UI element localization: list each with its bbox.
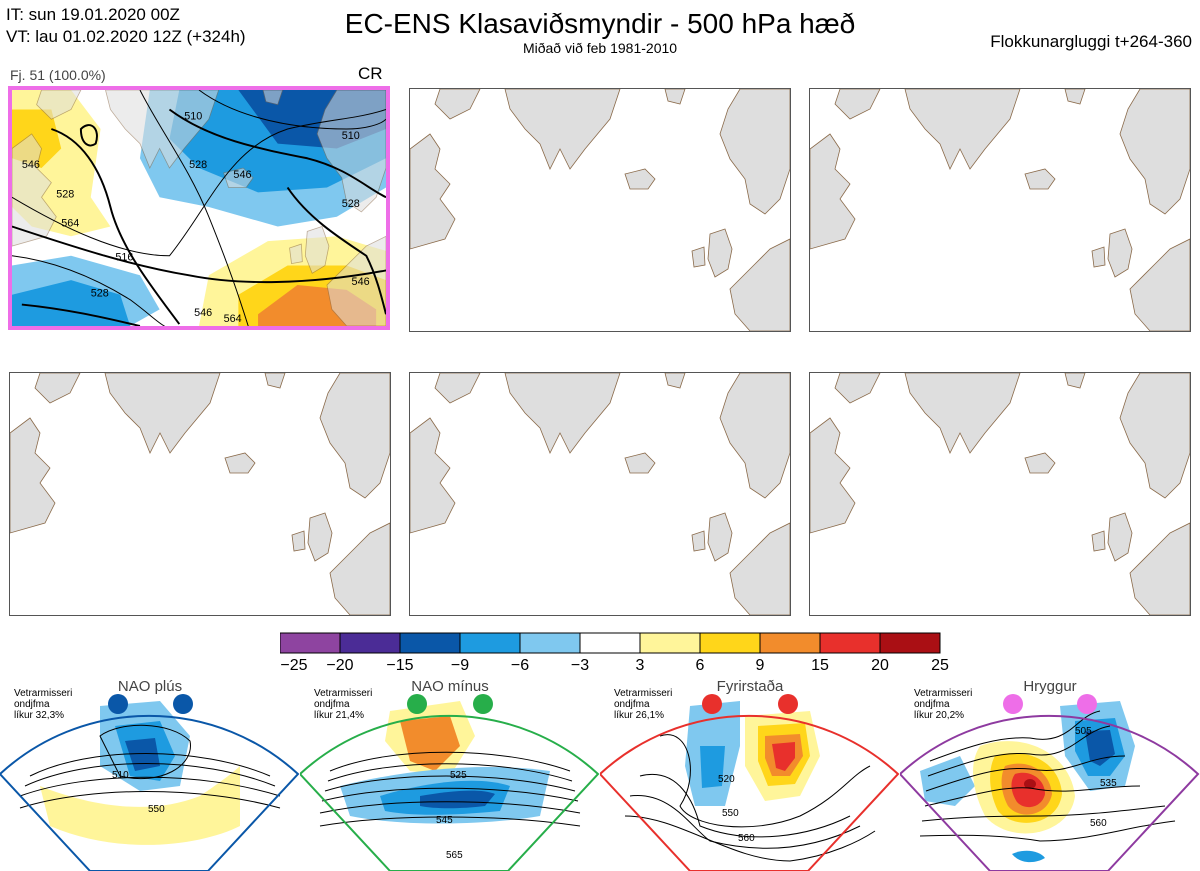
colorbar-swatch (759, 632, 821, 654)
colorbar-tick-label: 15 (811, 657, 829, 674)
contour-label: 528 (342, 198, 360, 210)
colorbar-tick-label: −20 (326, 657, 353, 674)
contour-label: 546 (22, 159, 40, 171)
contour-label: 510 (342, 130, 360, 142)
cluster-map-panel-5[interactable] (409, 372, 791, 616)
regime-probability: Vetrarmisseri ondjfma líkur 20,2% (914, 688, 973, 721)
colorbar-swatch (579, 632, 641, 654)
colorbar-tick-label: −3 (571, 657, 589, 674)
colorbar-swatch (819, 632, 881, 654)
regime-contour-label: 560 (1090, 818, 1107, 829)
colorbar-swatch (879, 632, 941, 654)
regime-contour-label: 520 (718, 774, 735, 785)
regime-panel-blocking: 520 550 560 Fyrirstaða Vetrarmisseri ondj… (600, 676, 900, 871)
regime-title: NAO mínus (411, 678, 489, 695)
regime-probability: Vetrarmisseri ondjfma líkur 26,1% (614, 688, 673, 721)
regime-contour-label: 535 (1100, 778, 1117, 789)
cluster-map-6 (810, 373, 1190, 615)
page-title: EC-ENS Klasaviðsmyndir - 500 hPa hæð (344, 8, 856, 39)
regime-contour-label: 510 (112, 770, 129, 781)
colorbar-tick-label: 9 (756, 657, 765, 674)
init-time: IT: sun 19.01.2020 00Z (6, 5, 180, 24)
colorbar: −25 −20 −15 −9 −6 −3 3 6 9 15 20 25 (280, 632, 949, 674)
regime-panel-ridge: 505 535 560 Hryggur Vetrarmisseri ondjfma… (900, 676, 1200, 871)
colorbar-swatch (339, 632, 401, 654)
colorbar-tick-label: −25 (280, 657, 307, 674)
regime-contour-label: 565 (446, 850, 463, 861)
regime-contour-label: 505 (1075, 726, 1092, 737)
colorbar-tick-label: 3 (636, 657, 645, 674)
regime-contour-label: 550 (722, 808, 739, 819)
cluster-map-panel-3[interactable] (809, 88, 1191, 332)
colorbar-swatch (699, 632, 761, 654)
contour-label: 564 (224, 313, 242, 325)
colorbar-tick-label: 25 (931, 657, 949, 674)
valid-time: VT: lau 01.02.2020 12Z (+324h) (6, 27, 246, 46)
cluster-map-panel-2[interactable] (409, 88, 791, 332)
regime-dot (108, 694, 128, 714)
regime-contour-label: 545 (436, 815, 453, 826)
contour-label: 516 (115, 252, 133, 264)
regime-dot (778, 694, 798, 714)
contour-label: 510 (184, 110, 202, 122)
regime-dot (1077, 694, 1097, 714)
cluster-map-panel-4[interactable] (9, 372, 391, 616)
contour-label: 528 (91, 288, 109, 300)
regime-panel-nao-plus: 510 550 NAO plús Vetrarmisseri ondjfma lík… (0, 676, 300, 871)
cluster-map-4 (10, 373, 390, 615)
regime-dot (473, 694, 493, 714)
colorbar-swatch (459, 632, 521, 654)
cluster-map-1: 510 510 528 528 546 528 546 564 516 546 … (12, 90, 386, 326)
cluster-map-2 (410, 89, 790, 331)
regime-title: Hryggur (1023, 678, 1077, 695)
regime-contour-label: 550 (148, 804, 165, 815)
regime-title: Fyrirstaða (716, 678, 784, 695)
regime-panel-nao-minus: 525 545 565 NAO mínus Vetrarmisseri ondjf… (300, 676, 600, 871)
contour-label: 528 (189, 159, 207, 171)
contour-label: 546 (194, 307, 212, 319)
contour-label: 546 (352, 276, 370, 288)
regime-contour-label: 560 (738, 833, 755, 844)
regime-dot (407, 694, 427, 714)
contour-label: 528 (56, 188, 74, 200)
cluster-map-3 (810, 89, 1190, 331)
colorbar-tick-label: −9 (451, 657, 469, 674)
header-times: IT: sun 19.01.2020 00Z VT: lau 01.02.202… (6, 4, 246, 48)
regime-title: NAO plús (117, 678, 183, 695)
colorbar-swatch (399, 632, 461, 654)
colorbar-swatch (639, 632, 701, 654)
colorbar-swatch (280, 632, 341, 654)
regime-dot (1003, 694, 1023, 714)
regime-probability: Vetrarmisseri ondjfma líkur 32,3% (14, 688, 73, 721)
regime-contour-label: 525 (450, 770, 467, 781)
cluster-map-panel-1[interactable]: 510 510 528 528 546 528 546 564 516 546 … (8, 86, 390, 330)
cluster-label: Fj. 51 (100.0%) (10, 67, 106, 83)
colorbar-tick-label: −15 (386, 657, 413, 674)
contour-label: 564 (61, 218, 79, 230)
cluster-map-5 (410, 373, 790, 615)
colorbar-swatch (519, 632, 581, 654)
window-label: Flokkunargluggi t+264-360 (990, 32, 1192, 51)
cluster-regime-label: CR (358, 64, 383, 83)
page-subtitle: Miðað við feb 1981-2010 (522, 40, 678, 56)
colorbar-tick-label: −6 (511, 657, 529, 674)
cluster-map-panel-6[interactable] (809, 372, 1191, 616)
colorbar-tick-label: 20 (871, 657, 889, 674)
regime-probability: Vetrarmisseri ondjfma líkur 21,4% (314, 688, 373, 721)
colorbar-tick-label: 6 (696, 657, 705, 674)
regime-dot (702, 694, 722, 714)
regime-dot (173, 694, 193, 714)
contour-label: 546 (233, 169, 251, 181)
